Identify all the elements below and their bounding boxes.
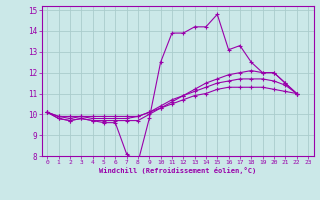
X-axis label: Windchill (Refroidissement éolien,°C): Windchill (Refroidissement éolien,°C) (99, 167, 256, 174)
